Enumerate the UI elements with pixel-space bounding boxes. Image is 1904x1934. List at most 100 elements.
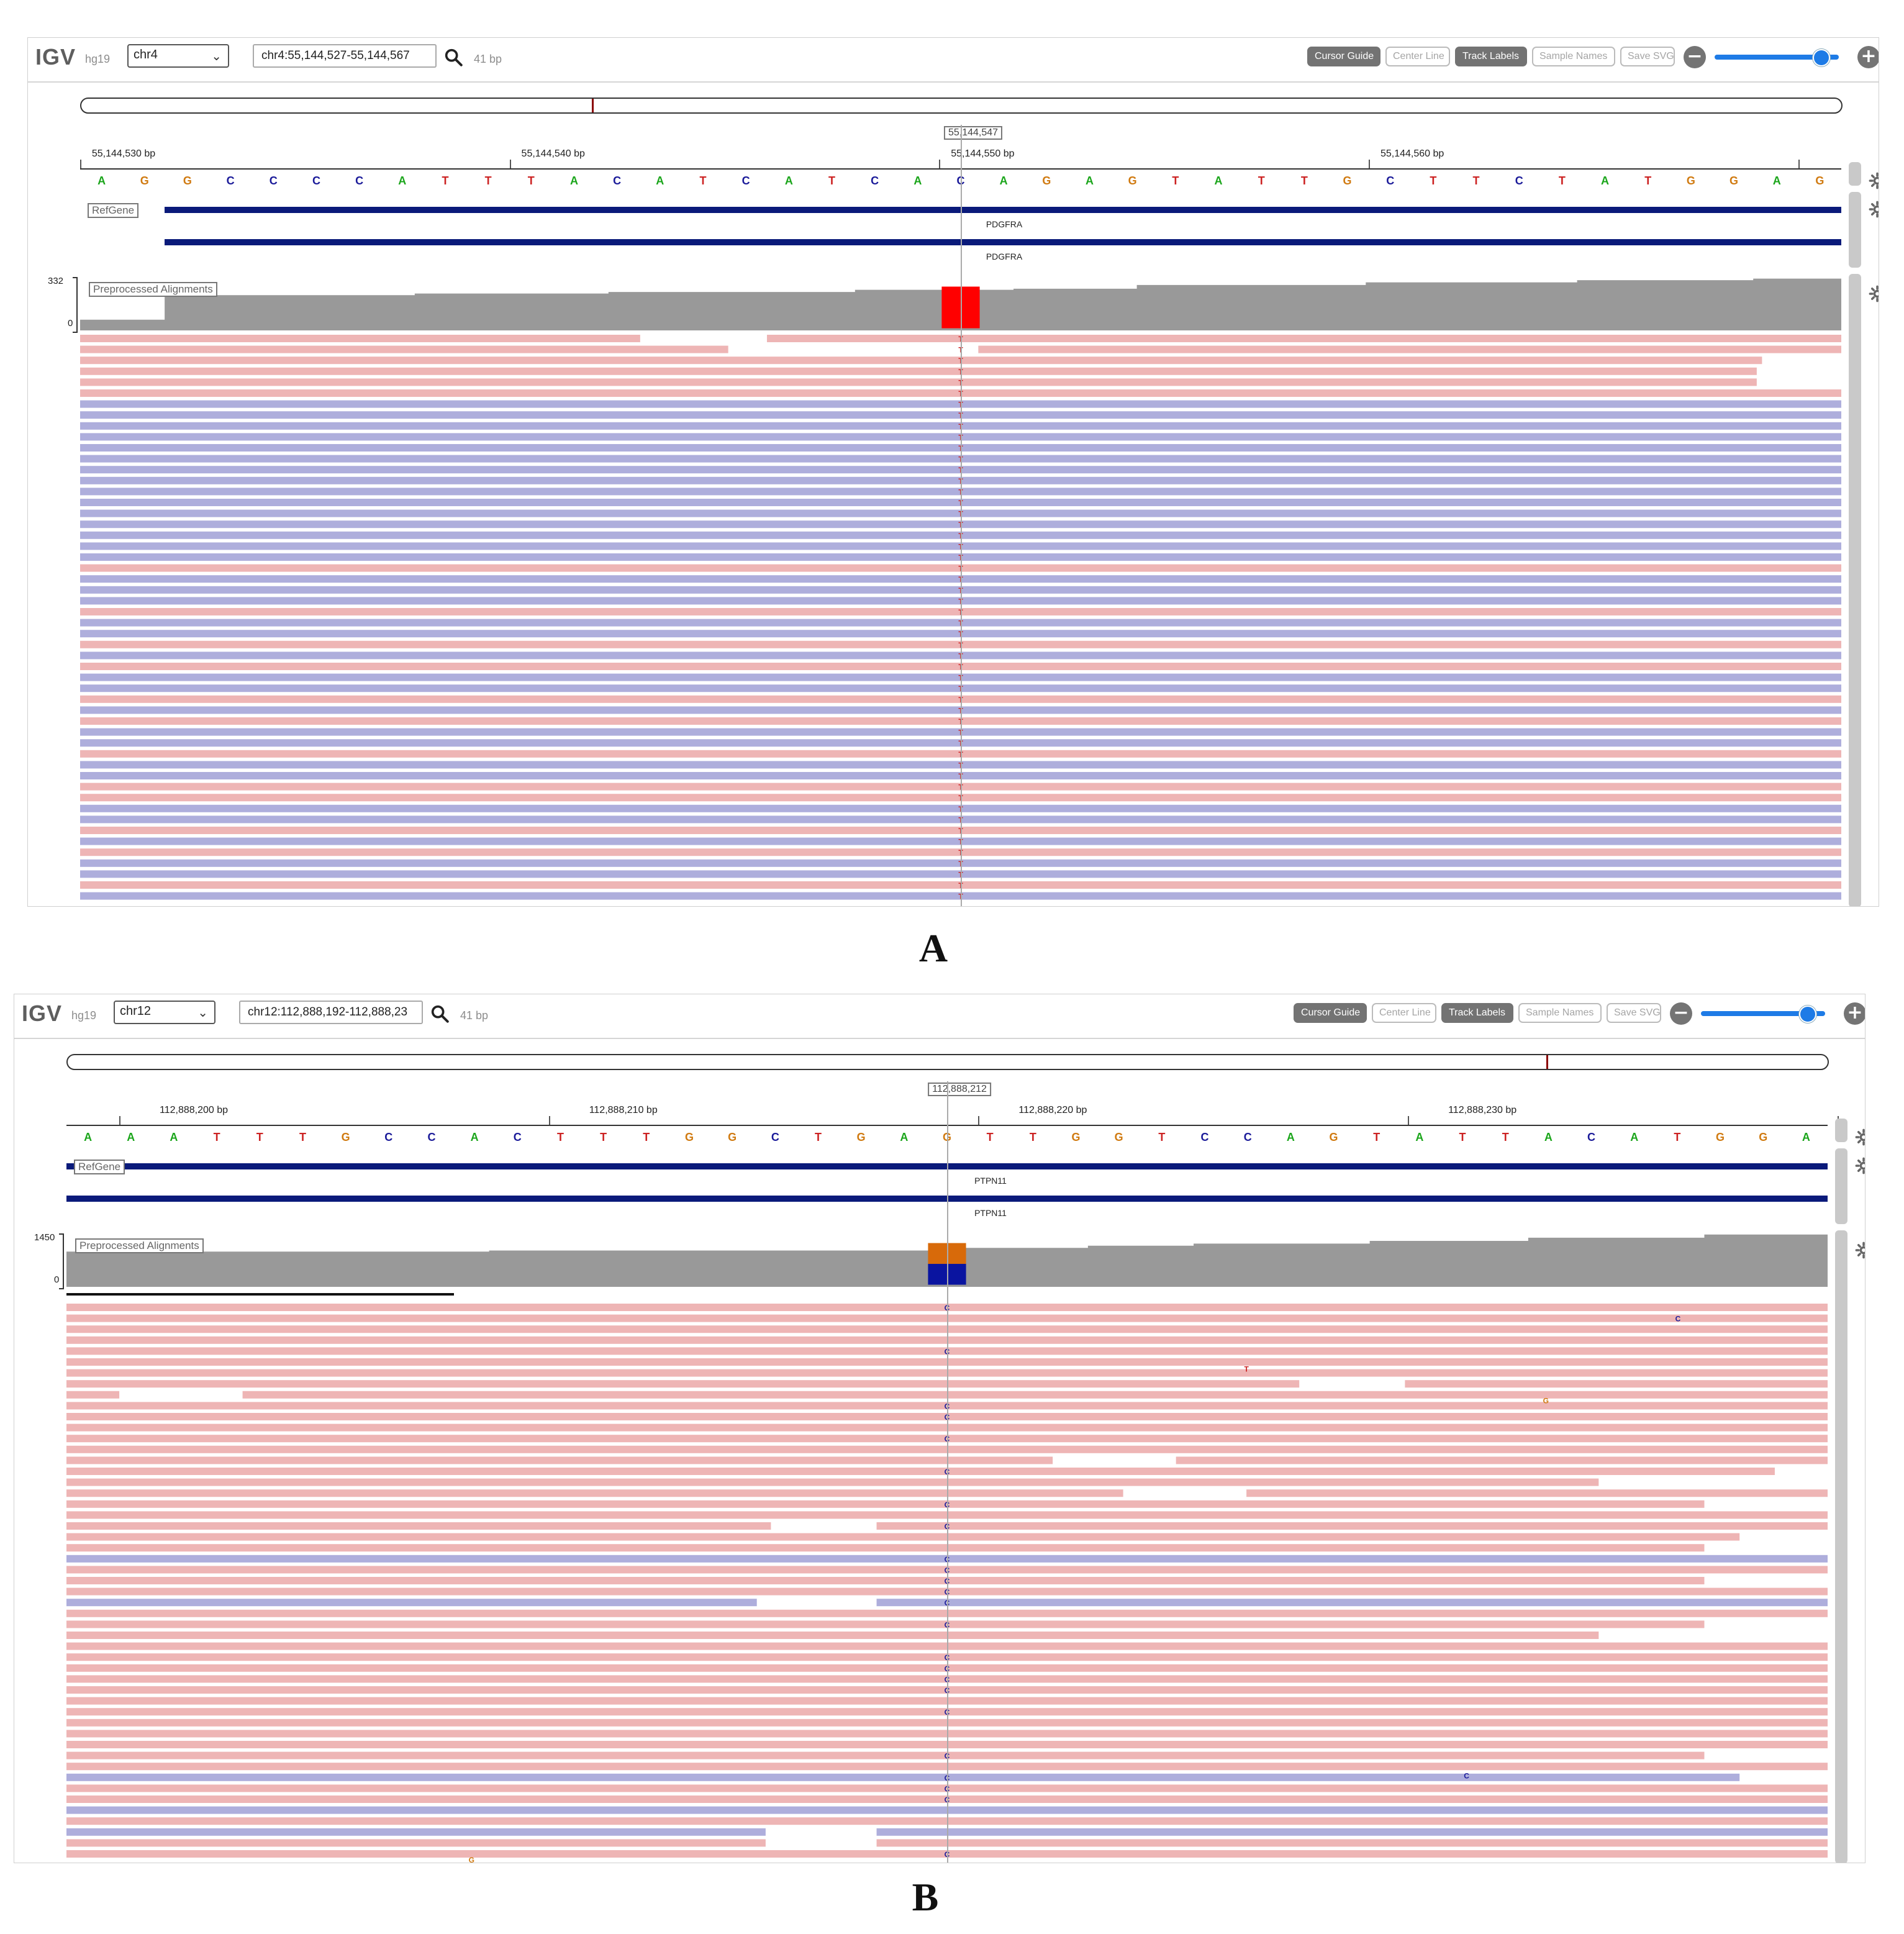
toggle-cursor-guide-button[interactable]: Cursor Guide — [1307, 47, 1380, 66]
zoom-slider-handle[interactable] — [1799, 1006, 1816, 1023]
toggle-track-labels-button[interactable]: Track Labels — [1441, 1003, 1513, 1023]
locus-input[interactable]: chr4:55,144,527-55,144,567 — [253, 44, 437, 68]
zoom-in-icon[interactable]: + — [1844, 1002, 1865, 1025]
ruler-label: 55,144,540 bp — [521, 148, 585, 159]
read[interactable] — [66, 1456, 1053, 1464]
gear-icon[interactable] — [1855, 1157, 1865, 1174]
sequence-base: C — [226, 175, 235, 187]
read[interactable] — [66, 1489, 1123, 1497]
sequence-base: A — [900, 1131, 909, 1143]
read[interactable] — [1176, 1456, 1828, 1464]
read[interactable] — [80, 345, 728, 353]
chromosome-select[interactable]: chr12 ⌄ — [114, 1001, 215, 1024]
gear-icon[interactable] — [1855, 1242, 1865, 1259]
gene-feature-bar[interactable] — [165, 239, 1841, 245]
toggle-sample-names-button[interactable]: Sample Names — [1532, 47, 1615, 66]
sequence-base: G — [926, 1131, 968, 1144]
read[interactable] — [1405, 1380, 1828, 1388]
read[interactable] — [876, 1839, 1828, 1847]
read[interactable] — [80, 335, 640, 342]
zoom-slider[interactable] — [1715, 55, 1839, 60]
read[interactable] — [80, 367, 1757, 375]
read[interactable] — [242, 1391, 1828, 1399]
toggle-center-line-button[interactable]: Center Line — [1372, 1003, 1436, 1023]
gear-icon[interactable] — [1869, 172, 1879, 189]
read[interactable] — [66, 1391, 120, 1399]
read[interactable] — [66, 1773, 1740, 1781]
read[interactable] — [66, 1478, 1599, 1486]
chromosome-ideogram[interactable] — [80, 98, 1843, 114]
ruler-tick — [1369, 160, 1371, 168]
ruler-tick — [1408, 1116, 1410, 1125]
alignment-track-label: Preprocessed Alignments — [89, 282, 217, 297]
sequence-base: C — [1386, 175, 1395, 187]
sequence-base: T — [213, 1131, 220, 1143]
panel-letter-b: B — [912, 1875, 939, 1919]
gear-icon[interactable] — [1869, 285, 1879, 302]
track-scrollbar[interactable] — [1849, 192, 1861, 268]
read[interactable] — [978, 345, 1841, 353]
read[interactable] — [66, 1533, 1740, 1541]
read[interactable] — [66, 1522, 771, 1530]
zoom-out-icon[interactable]: − — [1684, 46, 1706, 68]
gear-icon[interactable] — [1855, 1128, 1865, 1146]
toggle-cursor-guide-button[interactable]: Cursor Guide — [1294, 1003, 1367, 1023]
mismatch-base: G — [1543, 1397, 1549, 1405]
read[interactable] — [876, 1599, 1828, 1607]
read[interactable] — [66, 1839, 766, 1847]
toggle-save-svg-button[interactable]: Save SVG — [1607, 1003, 1661, 1023]
read[interactable] — [66, 1468, 1775, 1475]
search-icon[interactable] — [429, 1003, 450, 1024]
read[interactable] — [66, 1632, 1599, 1639]
zoom-out-icon[interactable]: − — [1670, 1002, 1692, 1025]
toggle-center-line-button[interactable]: Center Line — [1385, 47, 1450, 66]
sequence-base: T — [986, 1131, 994, 1143]
read[interactable] — [767, 335, 1841, 342]
sequence-base: A — [999, 175, 1008, 187]
ruler-label: 112,888,200 bp — [159, 1105, 229, 1115]
locus-input[interactable]: chr12:112,888,192-112,888,23 — [239, 1001, 423, 1024]
sequence-base: G — [1343, 175, 1352, 187]
sequence-base: A — [1086, 175, 1094, 187]
sequence-base: G — [1686, 175, 1695, 187]
chromosome-ideogram[interactable] — [66, 1054, 1829, 1070]
read[interactable] — [80, 356, 1762, 365]
gene-feature-bar[interactable] — [165, 207, 1841, 213]
read[interactable] — [80, 378, 1757, 386]
zoom-slider-handle[interactable] — [1813, 49, 1830, 66]
gear-icon[interactable] — [1869, 201, 1879, 218]
track-scrollbar[interactable] — [1835, 1119, 1847, 1142]
sequence-base: T — [1158, 1131, 1166, 1143]
mismatch-base: C — [1675, 1315, 1681, 1323]
read[interactable] — [66, 1380, 1300, 1388]
app-logo: IGV — [22, 1001, 63, 1026]
read[interactable] — [66, 1544, 1705, 1552]
toolbar: IGV hg19 chr12 ⌄ chr12:112,888,192-112,888,2… — [14, 994, 1865, 1039]
track-scrollbar[interactable] — [1835, 1230, 1847, 1863]
read[interactable] — [876, 1522, 1828, 1530]
toggle-sample-names-button[interactable]: Sample Names — [1518, 1003, 1602, 1023]
read[interactable] — [1246, 1489, 1828, 1497]
read[interactable] — [66, 1599, 757, 1607]
chromosome-select[interactable]: chr4 ⌄ — [127, 44, 229, 68]
toggle-track-labels-button[interactable]: Track Labels — [1455, 47, 1527, 66]
track-scrollbar[interactable] — [1849, 162, 1861, 186]
search-icon[interactable] — [443, 47, 464, 68]
sequence-base: T — [1644, 175, 1652, 187]
read[interactable] — [876, 1828, 1828, 1836]
read[interactable] — [66, 1828, 766, 1836]
read[interactable] — [66, 1751, 1705, 1759]
sequence-base: T — [484, 175, 492, 187]
toggle-save-svg-button[interactable]: Save SVG — [1620, 47, 1675, 66]
sequence-base: C — [355, 175, 364, 187]
coverage-range-max: 1450 — [34, 1232, 55, 1243]
track-scrollbar[interactable] — [1849, 274, 1861, 906]
zoom-slider[interactable] — [1701, 1011, 1825, 1016]
zoom-in-icon[interactable]: + — [1857, 46, 1879, 68]
track-scrollbar[interactable] — [1835, 1148, 1847, 1224]
sequence-base: A — [1214, 175, 1223, 187]
read[interactable] — [66, 1620, 1705, 1628]
read[interactable] — [66, 1500, 1705, 1508]
read[interactable] — [66, 1577, 1705, 1584]
sequence-base: T — [1258, 175, 1265, 187]
